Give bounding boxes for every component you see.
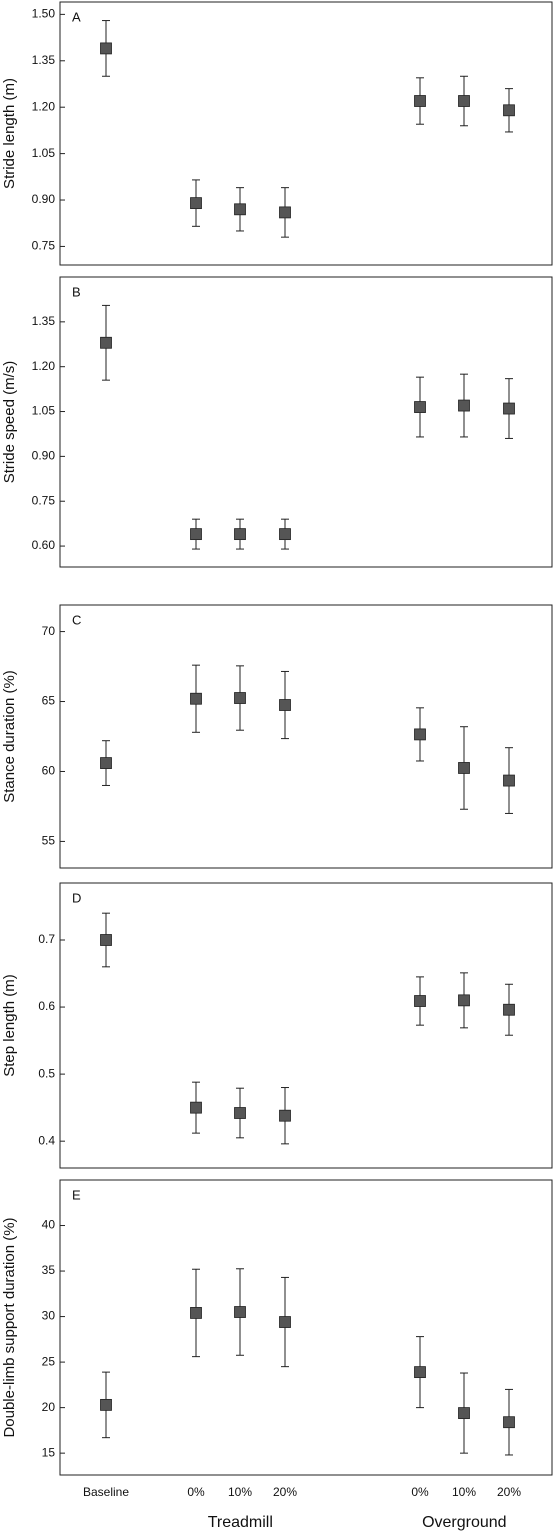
y-tick-label: 1.05 [32,404,56,418]
marker [279,1109,291,1122]
marker [279,699,291,711]
y-tick-label: 65 [42,694,56,708]
y-axis-label: Stride speed (m/s) [1,361,18,484]
y-tick-label: 15 [42,1445,56,1459]
marker [414,95,426,107]
x-tick-label: 10% [228,1485,252,1499]
panel-label: D [72,890,81,905]
marker [503,104,515,117]
marker [100,1398,112,1411]
x-tick-label: 0% [187,1485,205,1499]
marker [279,528,291,541]
marker [190,197,202,210]
y-tick-label: 1.20 [32,359,56,373]
marker [503,774,515,787]
y-axis-label: Step length (m) [1,974,18,1077]
plot-frame [59,276,553,568]
panel-label: A [72,9,81,24]
y-tick-label: 25 [42,1354,56,1368]
y-tick-label: 0.5 [38,1066,55,1080]
marker [458,1407,470,1419]
x-tick-label: 20% [497,1485,521,1499]
marker [190,1307,202,1319]
panel-label: B [72,284,81,299]
y-tick-label: 0.75 [32,493,56,507]
marker [234,1107,246,1119]
y-axis-label: Double-limb support duration (%) [1,1217,18,1437]
group-label: Treadmill [208,1514,273,1531]
y-tick-label: 0.4 [38,1133,55,1147]
marker [100,336,112,349]
y-tick-label: 60 [42,764,56,778]
x-tick-label: Baseline [83,1485,129,1499]
marker [503,402,515,415]
plot-frame [59,1,553,266]
x-tick-label: 20% [273,1485,297,1499]
marker [234,692,246,704]
marker [414,728,426,741]
y-tick-label: 0.90 [32,192,56,206]
y-tick-label: 0.75 [32,239,56,253]
plot-frame [59,1179,553,1476]
y-tick-label: 30 [42,1309,56,1323]
y-tick-label: 1.35 [32,314,56,328]
x-tick-label: 0% [411,1485,429,1499]
marker [414,995,426,1007]
y-tick-label: 0.6 [38,999,55,1013]
x-tick-label: 10% [452,1485,476,1499]
marker [190,1101,202,1114]
marker [279,1316,291,1328]
marker [503,1003,515,1016]
y-tick-label: 1.05 [32,146,56,160]
y-axis-label: Stance duration (%) [1,670,18,803]
marker [234,203,246,216]
y-tick-label: 55 [42,834,56,848]
plot-frame [59,882,553,1169]
marker [458,399,470,412]
marker [458,994,470,1007]
marker [234,1306,246,1318]
marker [503,1416,515,1429]
group-label: Overground [422,1514,507,1531]
y-tick-label: 0.60 [32,538,56,552]
marker [234,528,246,541]
marker [100,757,112,769]
marker [414,401,426,413]
plot-frame [59,604,553,869]
marker [100,934,112,946]
marker [190,528,202,541]
y-axis-label: Stride length (m) [1,78,18,189]
marker [458,762,470,774]
marker [458,95,470,107]
y-tick-label: 40 [42,1218,56,1232]
y-tick-label: 35 [42,1263,56,1277]
panel-label: C [72,612,81,627]
y-tick-label: 1.50 [32,7,56,21]
y-tick-label: 0.90 [32,449,56,463]
y-tick-label: 1.20 [32,99,56,113]
y-tick-label: 0.7 [38,932,55,946]
marker [279,206,291,219]
y-tick-label: 1.35 [32,53,56,67]
marker [414,1366,426,1379]
marker [100,42,112,55]
panel-label: E [72,1187,81,1202]
y-tick-label: 20 [42,1400,56,1414]
marker [190,692,202,705]
y-tick-label: 70 [42,624,56,638]
